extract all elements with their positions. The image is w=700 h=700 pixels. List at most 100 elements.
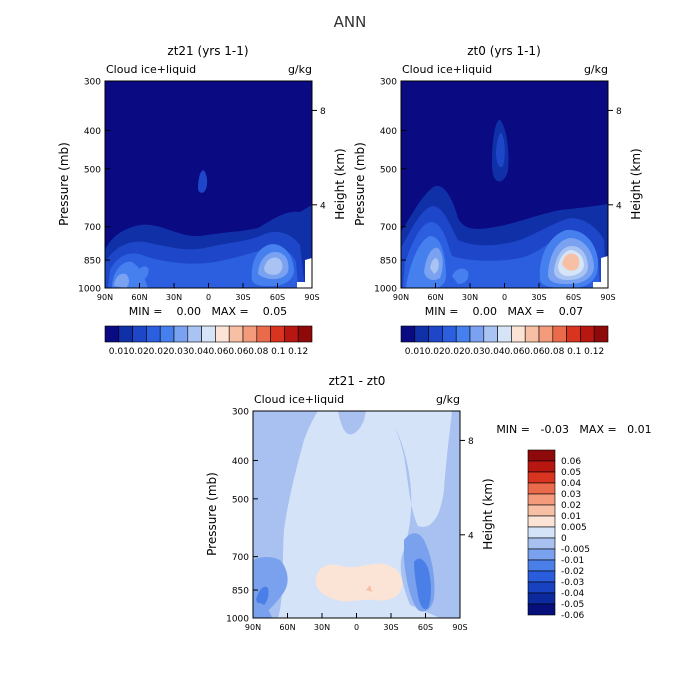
colorbar-swatch [146,326,160,342]
x-tick-label: 0 [354,623,359,632]
x-tick-label: 60S [566,293,581,302]
colorbar-swatch [415,326,429,342]
y-tick-label: 300 [232,408,249,418]
units-label: g/kg [436,393,460,406]
colorbar-swatch [528,505,555,516]
colorbar-label: 0.08 [544,347,564,357]
colorbar-label: 0.05 [561,468,581,478]
colorbar-label: 0.03 [465,347,485,357]
x-tick-label: 60S [418,623,433,632]
y2-tick-label: 8 [320,107,326,117]
y2-tick-label: 4 [320,201,326,211]
colorbar-swatch [528,560,555,571]
colorbar-swatch [528,461,555,472]
y2-ticks: 84 [608,107,622,211]
colorbar-swatch [525,326,539,342]
variable-label: Cloud ice+liquid [106,63,196,76]
colorbar-swatch [528,582,555,593]
colorbar-label: 0.04 [189,347,209,357]
colorbar-swatch [528,549,555,560]
y-tick-label: 700 [232,553,249,563]
colorbar-swatch [528,593,555,604]
y-tick-label: 400 [84,127,101,137]
y2-ticks: 84 [312,107,326,211]
y-tick-label: 500 [84,165,101,175]
variable-label: Cloud ice+liquid [254,393,344,406]
min-max-stats: MIN = -0.03 MAX = 0.01 [496,423,651,436]
colorbar-label: 0.06 [504,347,524,357]
colorbar-swatch [511,326,525,342]
x-tick-label: 30S [383,623,398,632]
x-tick-label: 60N [279,623,295,632]
colorbar-label: 0.06 [524,347,544,357]
colorbar-label: 0.04 [485,347,505,357]
units-label: g/kg [288,63,312,76]
colorbar-swatch [298,326,312,342]
min-max-stats: MIN = 0.00 MAX = 0.07 [425,305,583,318]
panel-zt21: zt21 (yrs 1-1) Cloud ice+liquid g/kg Pre… [57,44,347,357]
colorbar-swatch [528,494,555,505]
y-tick-label: 850 [84,257,101,267]
x-tick-label: 90S [600,293,615,302]
x-tick-label: 90N [393,293,409,302]
x-tick-label: 30N [462,293,478,302]
colorbar-label: 0.03 [169,347,189,357]
colorbar-swatch [215,326,229,342]
colorbar: 0.060.050.040.030.020.010.0050-0.005-0.0… [528,450,590,621]
colorbar-label: 0.01 [561,512,581,522]
colorbar-swatch [594,326,608,342]
colorbar-swatch [528,472,555,483]
colorbar-swatch [202,326,216,342]
colorbar-label: -0.05 [561,600,584,610]
y2-tick-label: 4 [616,201,622,211]
colorbar-swatch [188,326,202,342]
colorbar-swatch [105,326,119,342]
colorbar-swatch [401,326,415,342]
y2-tick-label: 4 [468,531,474,541]
y-tick-label: 500 [380,165,397,175]
y-axis-label: Pressure (mb) [57,142,71,226]
colorbar-swatch [528,604,555,615]
colorbar-label: 0.02 [445,347,465,357]
colorbar-swatch [257,326,271,342]
colorbar: 0.01 0.02 0.02 0.03 0.04 0.06 0.06 0.08 0.1 0.12 [105,326,312,357]
colorbar-label: 0.02 [561,501,581,511]
colorbar-swatch [243,326,257,342]
colorbar-label: 0.08 [248,347,268,357]
y-tick-label: 700 [380,223,397,233]
colorbar-label: 0.01 [405,347,425,357]
y2-axis-label: Height (km) [629,148,643,219]
y-tick-label: 850 [232,587,249,597]
panel-title: zt21 - zt0 [329,374,386,388]
x-tick-label: 60N [427,293,443,302]
y-tick-label: 400 [232,457,249,467]
y-tick-label: 400 [380,127,397,137]
colorbar-swatch [567,326,581,342]
colorbar-swatch [442,326,456,342]
colorbar-swatch [229,326,243,342]
panel-title: zt21 (yrs 1-1) [167,44,248,58]
colorbar-swatch [498,326,512,342]
colorbar-label: 0.12 [288,347,308,357]
colorbar-swatch [580,326,594,342]
x-tick-label: 60S [270,293,285,302]
y-tick-label: 300 [84,78,101,88]
min-max-stats: MIN = 0.00 MAX = 0.05 [129,305,287,318]
colorbar-swatch [528,538,555,549]
colorbar-label: -0.03 [561,578,584,588]
colorbar-label: -0.04 [561,589,585,599]
colorbar-swatch [456,326,470,342]
variable-label: Cloud ice+liquid [402,63,492,76]
colorbar-label: -0.06 [561,611,585,621]
colorbar-swatch [553,326,567,342]
colorbar-swatch [528,516,555,527]
colorbar-swatch [528,571,555,582]
y-tick-label: 700 [84,223,101,233]
colorbar-label: 0 [561,534,567,544]
y-axis-label: Pressure (mb) [205,472,219,556]
x-tick-label: 90S [452,623,467,632]
x-tick-label: 30N [314,623,330,632]
x-tick-label: 90S [304,293,319,302]
panel-title: zt0 (yrs 1-1) [467,44,541,58]
y-tick-label: 850 [380,257,397,267]
